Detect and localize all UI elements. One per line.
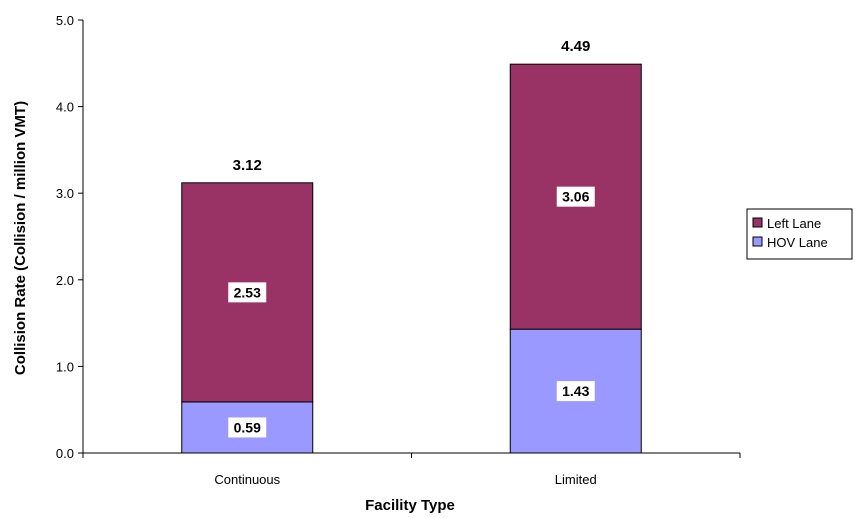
data-label: 3.06 (562, 189, 589, 205)
data-label-background (556, 186, 595, 207)
x-axis: Continuous Limited (82, 452, 741, 487)
y-axis-title: Collision Rate (Collision / million VMT) (12, 101, 29, 375)
x-axis-title: Facility Type (365, 497, 455, 514)
y-tick-label: 1.0 (56, 359, 74, 374)
legend-label: Left Lane (767, 216, 821, 231)
legend-box (746, 208, 853, 260)
y-tick-label: 3.0 (56, 186, 74, 201)
data-label-background (228, 417, 267, 438)
data-label-background (228, 282, 267, 303)
y-tick-label: 5.0 (56, 13, 74, 28)
x-tick-label: Continuous (214, 472, 280, 487)
data-label: 1.43 (562, 383, 589, 399)
y-tick-label: 0.0 (56, 446, 74, 461)
y-tick-label: 4.0 (56, 100, 74, 115)
data-label-background (556, 381, 595, 402)
data-labels: 0.59 2.53 3.12 1.43 3.06 4.49 (228, 38, 595, 438)
legend-label: HOV Lane (767, 235, 828, 250)
y-tick-label: 2.0 (56, 273, 74, 288)
legend-swatch (752, 236, 763, 247)
total-label: 4.49 (561, 38, 590, 55)
x-tick-label: Limited (555, 472, 597, 487)
data-label: 2.53 (234, 284, 261, 300)
y-axis: 0.0 1.0 2.0 3.0 4.0 5.0 (56, 13, 84, 461)
legend: Left Lane HOV Lane (746, 208, 853, 260)
data-label: 0.59 (234, 419, 261, 435)
total-label: 3.12 (233, 157, 262, 174)
legend-swatch (752, 217, 763, 228)
